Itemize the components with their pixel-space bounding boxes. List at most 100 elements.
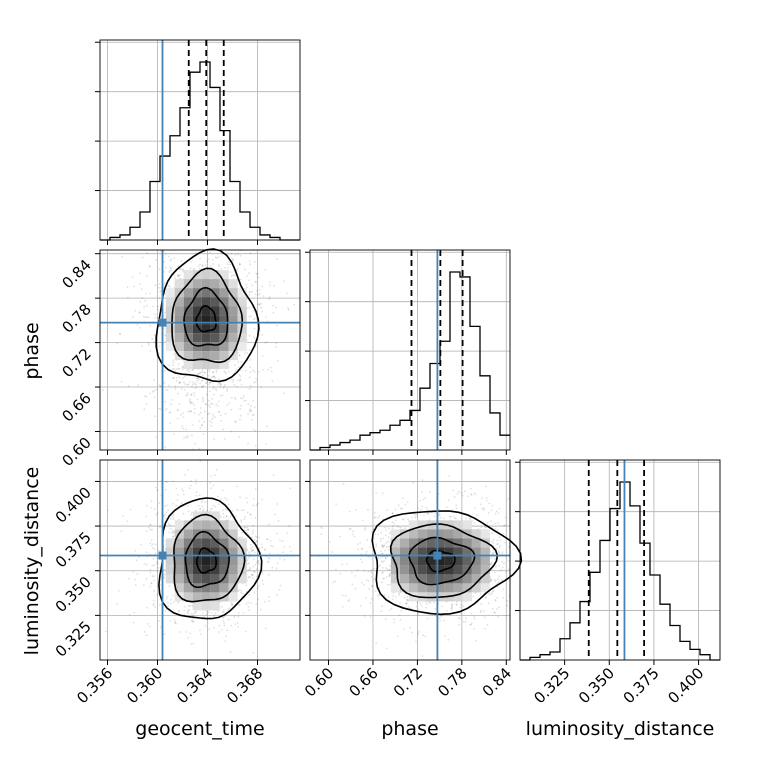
sample-point (156, 570, 159, 573)
sample-point (247, 601, 250, 604)
sample-point (173, 530, 175, 533)
sample-point (388, 575, 391, 577)
sample-point (193, 392, 195, 394)
sample-point (252, 549, 254, 552)
sample-point (249, 543, 252, 546)
density-cell (192, 351, 202, 361)
sample-point (356, 569, 359, 571)
sample-point (388, 609, 391, 611)
sample-point (201, 371, 204, 373)
panel-frame (519, 459, 721, 661)
sample-point (217, 411, 220, 414)
sample-point (194, 611, 197, 613)
sample-point (353, 535, 356, 538)
density-cell (165, 547, 175, 557)
sample-point (199, 371, 202, 374)
sample-point (239, 264, 241, 266)
sample-point (491, 532, 494, 535)
sample-point (469, 623, 472, 626)
sample-point (494, 522, 497, 525)
sample-point (240, 404, 242, 407)
sample-point (163, 270, 165, 273)
sample-point (191, 383, 194, 386)
sample-point (425, 506, 428, 509)
sample-point (416, 601, 419, 604)
density-cell (417, 547, 427, 557)
sample-point (212, 371, 215, 373)
sample-point (381, 561, 384, 564)
sample-point (387, 548, 390, 551)
sample-point (406, 598, 409, 601)
density-cell (435, 574, 445, 584)
sample-point (385, 545, 388, 548)
sample-point (391, 521, 394, 523)
sample-point (186, 611, 189, 613)
sample-point (220, 629, 223, 631)
sample-point (449, 515, 451, 518)
sample-point (233, 396, 236, 399)
sample-point (265, 442, 268, 445)
sample-point (249, 366, 252, 368)
sample-point (138, 311, 141, 314)
sample-point (459, 606, 462, 609)
sample-point (192, 368, 195, 371)
sample-point (457, 490, 460, 493)
density-cell (210, 297, 220, 307)
sample-point (218, 410, 221, 413)
sample-point (365, 551, 368, 553)
sample-point (447, 638, 450, 641)
sample-point (127, 385, 130, 387)
sample-point (456, 492, 459, 495)
sample-point (230, 275, 233, 277)
sample-point (486, 521, 489, 524)
sample-point (233, 615, 236, 618)
sample-point (276, 359, 279, 362)
sample-point (256, 540, 258, 542)
sample-point (149, 324, 152, 327)
sample-point (487, 511, 490, 514)
density-cell (174, 315, 184, 325)
sample-point (222, 617, 225, 619)
sample-point (416, 613, 419, 616)
sample-point (369, 616, 372, 618)
x-tick-label: 0.78 (434, 664, 470, 700)
sample-point (256, 289, 258, 292)
density-cell (210, 565, 220, 575)
sample-point (375, 543, 378, 546)
density-cell (417, 529, 427, 539)
sample-point (202, 396, 204, 399)
sample-point (249, 568, 252, 570)
sample-point (205, 382, 207, 385)
sample-point (144, 395, 146, 398)
sample-point (249, 408, 251, 411)
sample-point (248, 562, 250, 565)
density-cell (417, 565, 427, 575)
sample-point (366, 579, 368, 581)
sample-point (242, 612, 245, 614)
sample-point (386, 509, 389, 511)
sample-point (181, 366, 184, 368)
sample-point (283, 392, 285, 395)
density-cell (435, 556, 445, 566)
sample-point (211, 376, 213, 378)
density-cell (462, 538, 472, 548)
sample-point (220, 419, 223, 422)
sample-point (242, 394, 245, 397)
sample-point (214, 256, 217, 259)
sample-point (248, 387, 251, 390)
sample-point (273, 284, 275, 287)
density-cell (183, 547, 193, 557)
sample-point (175, 504, 178, 507)
sample-point (276, 562, 279, 565)
sample-point (470, 622, 473, 624)
sample-point (164, 517, 167, 519)
density-cell (471, 565, 481, 575)
sample-point (230, 601, 233, 604)
sample-point (212, 504, 215, 507)
sample-point (242, 592, 244, 595)
sample-point (276, 532, 278, 535)
sample-point (267, 600, 270, 602)
sample-point (224, 371, 227, 374)
density-cell (192, 574, 202, 584)
sample-point (173, 274, 176, 277)
